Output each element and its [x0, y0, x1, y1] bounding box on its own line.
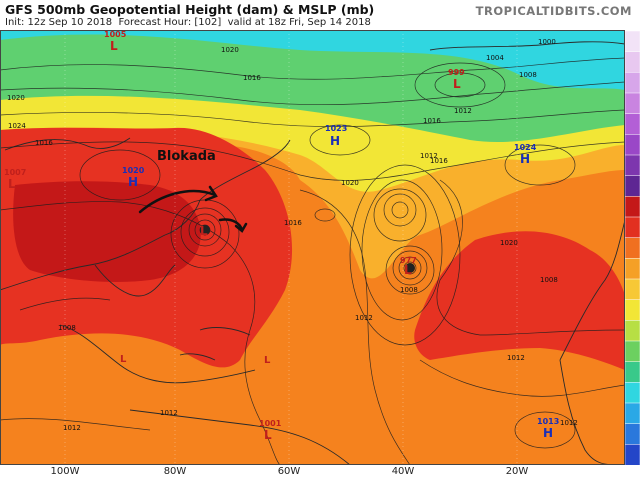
isobar-label: 1016	[35, 139, 53, 147]
colorbar-swatch	[625, 340, 640, 363]
isobar-label: 1012	[507, 354, 525, 362]
isobar-label: 1020	[221, 46, 239, 54]
high-pressure-value: 1020	[122, 166, 145, 175]
colorbar-swatch	[625, 72, 640, 94]
colorbar-swatch	[625, 320, 640, 342]
isobar-label: 1020	[500, 239, 518, 247]
isobar-label: 1012	[560, 419, 578, 427]
coastlines	[0, 41, 625, 465]
isobar-label: 1004	[486, 54, 504, 62]
longitude-label: 80W	[163, 466, 187, 477]
isobar-label: 1012	[160, 409, 178, 417]
isobar-label: 1016	[243, 74, 261, 82]
block-arrows	[138, 185, 248, 233]
isobar-label: 1016	[423, 117, 441, 125]
colorbar-swatch	[625, 258, 640, 280]
isobar-label: 1020	[7, 94, 25, 102]
colorbar-swatch	[625, 196, 640, 218]
isobar-label: 1016	[430, 157, 448, 165]
longitude-label: 60W	[277, 466, 301, 477]
high-pressure-value: 1013	[537, 417, 559, 426]
high-pressure-value: 1023	[325, 124, 347, 133]
colorbar-swatch	[625, 154, 640, 177]
storm-symbols	[200, 225, 415, 273]
colorbar-swatch	[625, 444, 640, 465]
isobar-label: 1008	[58, 324, 76, 332]
colorbar-swatch	[625, 382, 640, 404]
longitude-label: 100W	[50, 466, 80, 477]
low-pressure-value: 1001	[259, 419, 282, 428]
low-pressure-letter: L	[8, 177, 16, 191]
isobar-label: 1024	[8, 122, 26, 130]
colorbar-swatch	[625, 113, 640, 136]
colorbar-swatch	[625, 278, 640, 301]
colorbar-swatch	[625, 216, 640, 239]
low-pressure-value: 999	[448, 68, 465, 77]
low-pressure-value: 1007	[4, 168, 26, 177]
high-pressure-letter: H	[543, 426, 553, 440]
band-deep-red	[13, 181, 201, 282]
forecast-map: 1000 1004 1008 1012 1016 1016 1016 1020 …	[0, 30, 625, 465]
low-pressure-value: 977	[400, 256, 417, 265]
longitude-label: 20W	[505, 466, 529, 477]
high-pressure-letter: H	[128, 175, 138, 189]
isobar-labels: 1000 1004 1008 1012 1016 1016 1016 1020 …	[7, 38, 578, 432]
forecast-hour: Forecast Hour: [102]	[118, 17, 222, 28]
colorbar-swatch	[625, 92, 640, 115]
height-colorbar	[625, 31, 640, 465]
map-title: GFS 500mb Geopotential Height (dam) & MS…	[5, 2, 375, 17]
low-pressure-letter: L	[264, 355, 271, 366]
high-pressure-letter: H	[330, 134, 340, 148]
low-pressure-letter: L	[404, 263, 412, 277]
colorbar-swatch	[625, 31, 640, 53]
isobar-label: 1012	[420, 152, 438, 160]
grid-lines	[64, 30, 518, 465]
isobar-label: 1008	[519, 71, 537, 79]
valid-time: valid at 18z Fri, Sep 14 2018	[227, 17, 371, 28]
colorbar-swatch	[625, 134, 640, 156]
low-pressure-letter: L	[264, 428, 272, 442]
isobar-label: 1020	[341, 179, 359, 187]
colorbar-swatch	[625, 423, 640, 446]
map-border	[0, 30, 625, 465]
isobar-label: 1000	[538, 38, 556, 46]
init-time: Init: 12z Sep 10 2018	[5, 17, 113, 28]
low-pressure-letter: L	[200, 224, 208, 238]
low-pressure-letter: L	[120, 354, 127, 365]
colorbar-swatch	[625, 51, 640, 74]
high-pressure-value: 1024	[514, 143, 537, 152]
high-pressure-letter: H	[520, 152, 530, 166]
colorbar-swatch	[625, 237, 640, 260]
colorbar-swatch	[625, 402, 640, 425]
longitude-label: 40W	[391, 466, 415, 477]
map-subtitle: Init: 12z Sep 10 2018 Forecast Hour: [10…	[5, 17, 371, 28]
isobar-label: 1012	[454, 107, 472, 115]
low-pressure-letter: L	[110, 39, 118, 53]
colorbar-swatch	[625, 175, 640, 198]
blocking-annotation: Blokada	[157, 149, 216, 164]
site-brand: TROPICALTIDBITS.COM	[475, 4, 632, 18]
isobar-label: 1012	[63, 424, 81, 432]
isobar-label: 1008	[540, 276, 558, 284]
colorbar-swatch	[625, 361, 640, 384]
pressure-centers: 1020 H 1023 H 1024 H 1013 H 999 L 1005 L…	[4, 30, 559, 442]
low-pressure-letter: L	[453, 77, 461, 91]
isobar-label: 1008	[400, 286, 418, 294]
isobar-label: 1012	[355, 314, 373, 322]
isobar-label: 1016	[284, 219, 302, 227]
colorbar-swatch	[625, 299, 640, 322]
isobars	[0, 57, 625, 465]
low-pressure-value: 1005	[104, 30, 127, 39]
